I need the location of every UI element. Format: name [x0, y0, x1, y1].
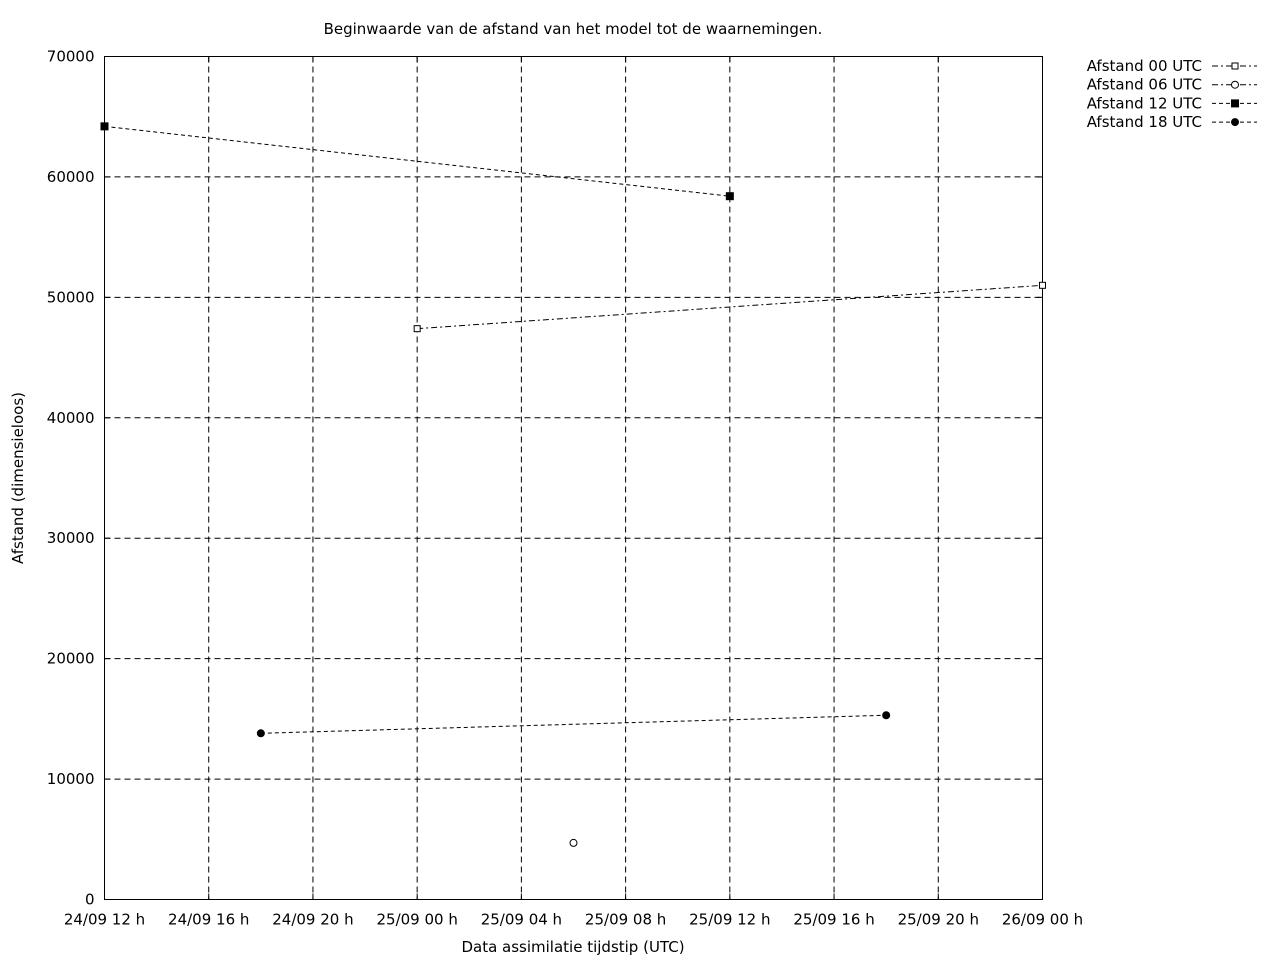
- x-tick-label: 25/09 20 h: [898, 911, 979, 929]
- y-axis-tick-labels: 0 10000 20000 30000 40000 50000 60000 70000: [47, 48, 95, 909]
- x-tick-label: 25/09 16 h: [793, 911, 874, 929]
- series-group: [569, 838, 578, 847]
- y-tick-label: 50000: [47, 288, 95, 306]
- x-tick-label: 24/09 12 h: [64, 911, 145, 929]
- x-tick-label: 25/09 12 h: [689, 911, 770, 929]
- chart-title: Beginwaarde van de afstand van het model…: [324, 20, 823, 38]
- series-group: [413, 281, 1046, 333]
- y-tick-label: 20000: [47, 650, 95, 668]
- axis-ticks: [104, 56, 1043, 900]
- data-point: [1039, 281, 1046, 289]
- x-tick-label: 24/09 16 h: [168, 911, 249, 929]
- legend-label: Afstand 06 UTC: [1087, 76, 1202, 94]
- legend-marker: [1231, 99, 1239, 108]
- data-point: [100, 122, 109, 131]
- series-line: [417, 284, 1043, 330]
- x-tick-label: 25/09 08 h: [585, 911, 666, 929]
- series-group: [256, 711, 891, 738]
- x-axis-tick-labels: 24/09 12 h 24/09 16 h 24/09 20 h 25/09 00 h…: [64, 911, 1083, 929]
- plot-frame: [104, 56, 1043, 900]
- data-point: [569, 838, 578, 847]
- legend-marker: [1231, 118, 1239, 127]
- data-point: [413, 325, 421, 333]
- y-tick-label: 40000: [47, 409, 95, 427]
- y-tick-label: 60000: [47, 168, 95, 186]
- legend-label: Afstand 18 UTC: [1087, 113, 1202, 131]
- legend-marker: [1231, 80, 1239, 89]
- y-tick-label: 70000: [47, 48, 95, 66]
- legend-marker: [1231, 62, 1239, 70]
- y-tick-label: 30000: [47, 529, 95, 547]
- data-point: [725, 192, 734, 201]
- data-point: [256, 729, 265, 738]
- x-axis-label: Data assimilatie tijdstip (UTC): [461, 938, 684, 956]
- x-tick-label: 25/09 04 h: [481, 911, 562, 929]
- series-layer: [100, 122, 1046, 847]
- series-group: [100, 122, 734, 201]
- series-line: [260, 714, 887, 734]
- y-tick-label: 10000: [47, 770, 95, 788]
- y-axis-label: Afstand (dimensieloos): [9, 392, 27, 564]
- legend-label: Afstand 00 UTC: [1087, 57, 1202, 75]
- x-tick-label: 26/09 00 h: [1002, 911, 1083, 929]
- x-tick-label: 25/09 00 h: [376, 911, 457, 929]
- data-point: [882, 711, 891, 720]
- x-tick-label: 24/09 20 h: [272, 911, 353, 929]
- grid-layer: [104, 56, 1043, 900]
- legend-label: Afstand 12 UTC: [1087, 94, 1202, 112]
- y-tick-label: 0: [85, 891, 95, 909]
